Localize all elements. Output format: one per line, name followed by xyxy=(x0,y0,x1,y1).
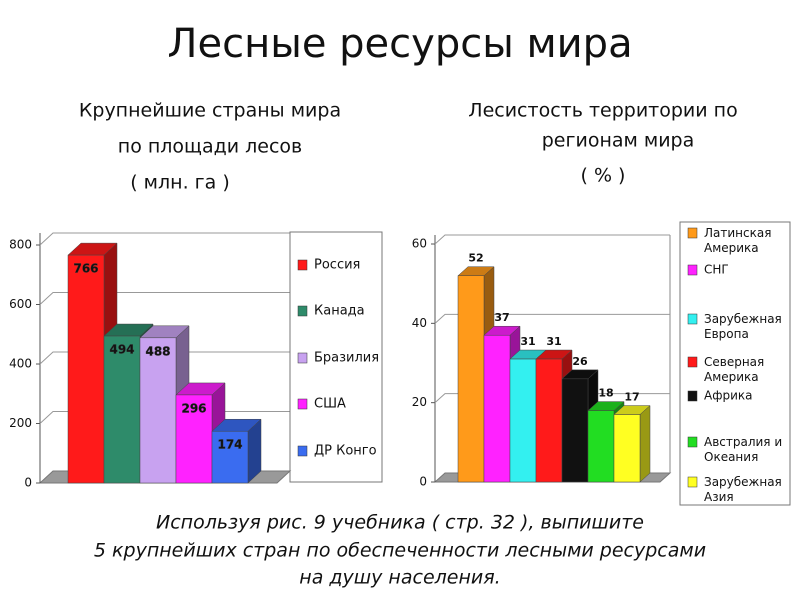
legend-label: Зарубежная Европа xyxy=(704,312,782,341)
bar xyxy=(211,430,249,484)
legend-swatch xyxy=(297,352,308,364)
slide-title: Лесные ресурсы мира xyxy=(167,21,632,67)
grid-line xyxy=(39,351,290,365)
y-tick-label: 800 xyxy=(9,238,32,252)
y-tick-label: 40 xyxy=(412,316,427,330)
legend-label: США xyxy=(314,397,346,412)
task-text: 5 крупнейших стран по обеспеченности лес… xyxy=(94,540,706,562)
task-text: на душу населения. xyxy=(299,567,500,589)
legend-label: Зарубежная Азия xyxy=(704,475,782,504)
legend-swatch xyxy=(687,356,698,368)
data-label: 766 xyxy=(73,262,98,276)
chart-title: Лесистость территории по xyxy=(468,100,737,122)
data-label: 17 xyxy=(624,391,639,404)
data-label: 52 xyxy=(468,252,483,265)
bar xyxy=(509,358,537,483)
bar xyxy=(175,394,213,484)
bar xyxy=(139,337,177,484)
legend-label: СНГ xyxy=(704,263,729,277)
y-tick-label: 60 xyxy=(412,237,427,251)
chart-title: Крупнейшие страны мира xyxy=(79,100,341,122)
legend-swatch xyxy=(687,227,698,239)
y-tick-label: 0 xyxy=(419,475,427,489)
bar-side xyxy=(639,405,651,483)
task-text: Используя рис. 9 учебника ( стр. 32 ), в… xyxy=(156,512,644,534)
grid-line xyxy=(434,234,670,245)
legend-label: Австралия и Океания xyxy=(704,435,782,464)
data-label: 494 xyxy=(109,343,134,357)
data-label: 174 xyxy=(217,438,242,452)
data-label: 37 xyxy=(494,311,509,324)
y-tick-label: 20 xyxy=(412,395,427,409)
data-label: 26 xyxy=(572,355,588,368)
y-tick-label: 200 xyxy=(9,416,32,430)
legend-swatch xyxy=(687,476,698,488)
bar xyxy=(67,254,105,484)
data-label: 31 xyxy=(520,335,535,348)
legend-label: Россия xyxy=(314,258,360,273)
chart-subtitle: ( % ) xyxy=(581,165,626,187)
legend-swatch xyxy=(297,305,308,317)
data-label: 31 xyxy=(546,335,561,348)
legend-swatch xyxy=(687,390,698,402)
grid-line xyxy=(39,292,290,305)
bar xyxy=(535,358,563,483)
legend-label: Бразилия xyxy=(314,351,379,366)
bar xyxy=(103,335,141,484)
bar xyxy=(457,275,485,483)
bar xyxy=(587,410,615,483)
legend-swatch xyxy=(297,259,308,271)
legend-label: Канада xyxy=(314,304,365,319)
data-label: 18 xyxy=(598,387,613,400)
y-tick-label: 400 xyxy=(9,357,32,371)
bar xyxy=(613,414,641,483)
chart-title: регионам мира xyxy=(542,130,695,152)
legend-swatch xyxy=(687,436,698,448)
chart-subtitle: ( млн. га ) xyxy=(130,172,230,194)
legend-label: Северная Америка xyxy=(704,355,764,384)
legend-label: ДР Конго xyxy=(314,444,377,459)
legend-swatch xyxy=(297,445,308,457)
legend-swatch xyxy=(297,398,308,410)
bar xyxy=(483,334,511,483)
bar xyxy=(561,378,589,483)
legend-label: Африка xyxy=(704,389,753,403)
data-label: 488 xyxy=(145,344,170,358)
legend-frame xyxy=(289,231,383,483)
grid-line xyxy=(434,313,670,324)
legend-frame xyxy=(679,221,791,506)
legend-label: Латинская Америка xyxy=(704,226,771,255)
legend-swatch xyxy=(687,313,698,325)
chart-title: по площади лесов xyxy=(118,136,302,158)
data-label: 296 xyxy=(181,401,206,415)
legend-swatch xyxy=(687,264,698,276)
y-tick-label: 0 xyxy=(24,476,32,490)
grid-line xyxy=(39,232,290,246)
y-tick-label: 600 xyxy=(9,297,32,311)
